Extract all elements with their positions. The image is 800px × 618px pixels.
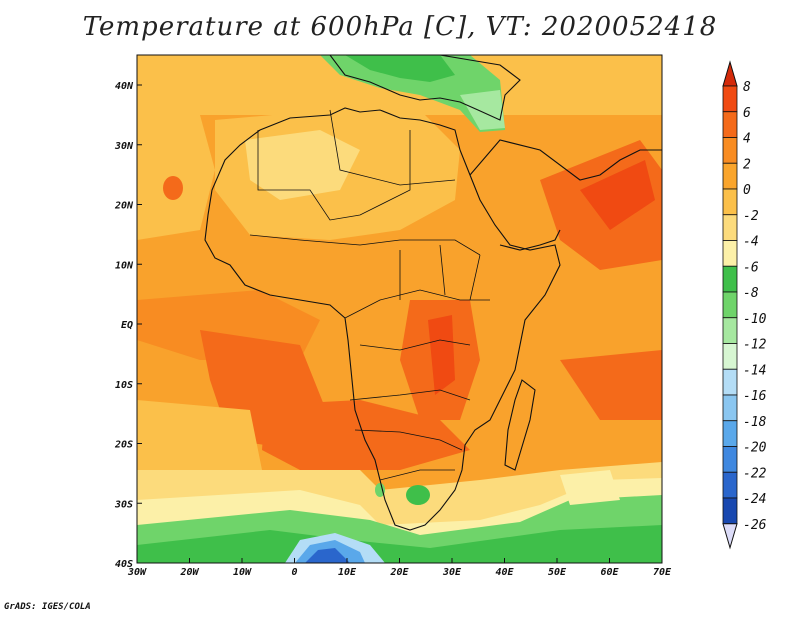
y-tick-label: 30N [114, 141, 134, 152]
x-tick-label: 10W [233, 567, 252, 578]
border-sahel [249, 234, 481, 256]
x-tick-label: 0 [291, 567, 297, 578]
country-borders [249, 109, 490, 481]
africa-coastline [204, 107, 561, 531]
border-libya-egypt [329, 109, 456, 186]
field-lesotho-cool [406, 485, 430, 505]
border-south-africa [379, 469, 455, 481]
x-axis: 30W 20W 10W 0 10E 20E 30E 40E 50E 60E 70E [127, 558, 672, 578]
colorbar-swatch [722, 394, 738, 422]
x-tick-label: 30E [442, 567, 462, 578]
colorbar-swatch [722, 111, 738, 138]
x-tick-label: 20W [179, 567, 199, 578]
field-anatolia-cool [460, 90, 505, 130]
field-south-dark-green [137, 525, 662, 563]
y-axis: 40N 30N 20N 10N EQ 10S 20S 30S 40S [114, 81, 142, 570]
border-n-africa [257, 130, 411, 221]
colorbar-top-cap [722, 60, 738, 87]
colorbar-label: -16 [743, 389, 767, 404]
colorbar-label: 6 [743, 106, 751, 121]
colorbar-label: -10 [743, 312, 767, 327]
border-verticals [399, 244, 481, 301]
field-southern-warm-band [262, 400, 470, 470]
coastlines [204, 55, 662, 531]
border-southern [354, 429, 463, 451]
colorbar-label: -24 [743, 492, 766, 507]
colorbar-swatch [722, 188, 738, 216]
europe-coastline [329, 55, 521, 121]
colorbar-swatch [722, 265, 738, 293]
colorbar-swatch [722, 446, 738, 473]
colorbar-swatch [722, 497, 738, 525]
colorbar-swatch [722, 240, 738, 267]
colorbar-label: -14 [743, 363, 766, 378]
map-title: Temperature at 600hPa [C], VT: 202005241… [82, 12, 718, 42]
colorbar-swatch [722, 214, 738, 241]
x-tick-label: 70E [653, 567, 672, 578]
colorbar-bottom-cap [722, 523, 738, 550]
x-tick-label: 30W [127, 567, 147, 578]
field-cold-core [305, 548, 350, 563]
colorbar-swatch [722, 471, 738, 499]
y-tick-label: 10N [115, 260, 134, 271]
y-tick-label: 40S [115, 559, 133, 570]
colorbar-swatch [722, 137, 738, 164]
y-tick-label: 10S [115, 380, 133, 391]
colorbar-label: -2 [743, 209, 759, 224]
y-tick-label: 40N [115, 81, 134, 92]
field-sahara-cool [245, 130, 360, 200]
x-tick-label: 10E [338, 567, 357, 578]
border-angola-zambia [349, 389, 471, 401]
field-namibia-cool [375, 483, 385, 497]
x-tick-label: 50E [548, 567, 567, 578]
colorbar-label: -12 [743, 338, 767, 353]
colorbar-label: -8 [743, 286, 759, 301]
colorbar-swatch [722, 291, 738, 319]
credit-text: GrADS: IGES/COLA [4, 602, 91, 612]
colorbar-label: -18 [743, 415, 767, 430]
y-tick-label: 20N [114, 201, 134, 212]
colorbar-label: 2 [743, 157, 751, 172]
colorbar-label: -4 [743, 235, 759, 250]
colorbar: 8 6 4 2 0 -2 -4 -6 -8 -10 -12 -14 -16 -18 -20 -22 -24 -26 [722, 60, 767, 550]
colorbar-swatch [722, 420, 738, 447]
colorbar-label: -26 [743, 518, 767, 533]
colorbar-label: -6 [743, 260, 759, 275]
y-tick-label: 30S [114, 499, 133, 510]
colorbar-swatch [722, 368, 738, 396]
x-tick-label: 40E [495, 567, 514, 578]
madagascar-coastline [504, 379, 536, 471]
y-tick-label: 20S [114, 440, 133, 451]
temperature-field [137, 55, 662, 563]
field-arabian-sea-hot [580, 160, 655, 230]
border-congo [359, 339, 471, 351]
colorbar-label: -20 [743, 441, 767, 456]
colorbar-swatch [722, 162, 738, 190]
field-s-indian-warm [560, 350, 662, 420]
x-tick-label: 20E [389, 567, 409, 578]
field-southeast-cream [560, 470, 620, 505]
field-warm-spot-atlantic [163, 176, 183, 200]
y-tick-label: EQ [121, 320, 133, 331]
field-mediterranean-cool [320, 55, 505, 132]
field-sw-atlantic-band [137, 400, 262, 480]
field-europe-cool [345, 55, 455, 82]
colorbar-label: 0 [743, 183, 751, 198]
x-tick-label: 60E [600, 567, 619, 578]
colorbar-label: -22 [743, 466, 767, 481]
colorbar-swatch [722, 317, 738, 344]
colorbar-swatch [722, 343, 738, 370]
arabia-coastline [469, 139, 662, 181]
colorbar-label: 4 [743, 132, 751, 147]
gulf-of-aden-coastline [499, 229, 561, 251]
field-rift-hot [428, 315, 455, 395]
colorbar-label: 8 [743, 80, 751, 95]
colorbar-swatch [722, 85, 738, 113]
